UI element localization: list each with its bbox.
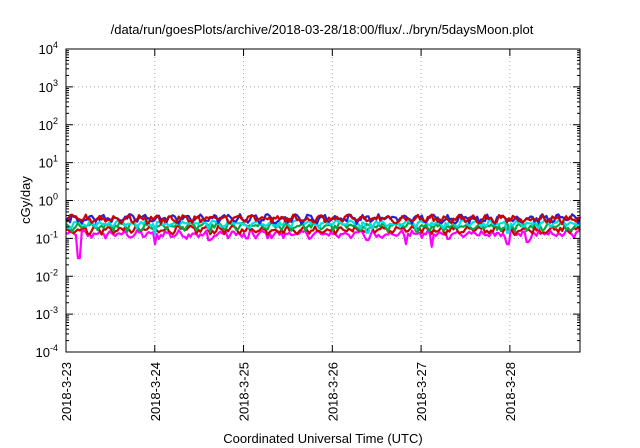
y-tick-label: 104 xyxy=(39,40,58,57)
x-tick-label: 2018-3-26 xyxy=(325,362,340,421)
y-tick-label: 100 xyxy=(39,192,58,209)
y-tick-label: 103 xyxy=(39,78,58,95)
x-tick-label: 2018-3-27 xyxy=(414,362,429,421)
chart-title: /data/run/goesPlots/archive/2018-03-28/1… xyxy=(111,22,534,37)
y-axis-label: cGy/day xyxy=(18,176,33,224)
grid xyxy=(66,49,580,352)
y-tick-label: 102 xyxy=(39,116,58,133)
y-tick-label: 10-3 xyxy=(36,305,58,322)
y-axis: 10-4 10-3 10-2 10-1 100 101 102 103 104 xyxy=(36,40,580,360)
x-tick-label: 2018-3-23 xyxy=(59,362,74,421)
series-line xyxy=(65,213,581,226)
y-tick-label: 10-2 xyxy=(36,267,58,284)
x-tick-label: 2018-3-28 xyxy=(503,362,518,421)
series-line xyxy=(65,228,581,260)
y-tick-label: 10-4 xyxy=(36,343,58,360)
y-tick-label: 10-1 xyxy=(36,229,58,246)
series-group xyxy=(65,213,582,260)
y-tick-label: 101 xyxy=(39,154,58,171)
x-axis: 2018-3-23 2018-3-24 2018-3-25 2018-3-26 2018… xyxy=(59,49,518,421)
x-tick-label: 2018-3-25 xyxy=(237,362,252,421)
x-axis-label: Coordinated Universal Time (UTC) xyxy=(223,431,422,446)
x-tick-label: 2018-3-24 xyxy=(148,362,163,421)
